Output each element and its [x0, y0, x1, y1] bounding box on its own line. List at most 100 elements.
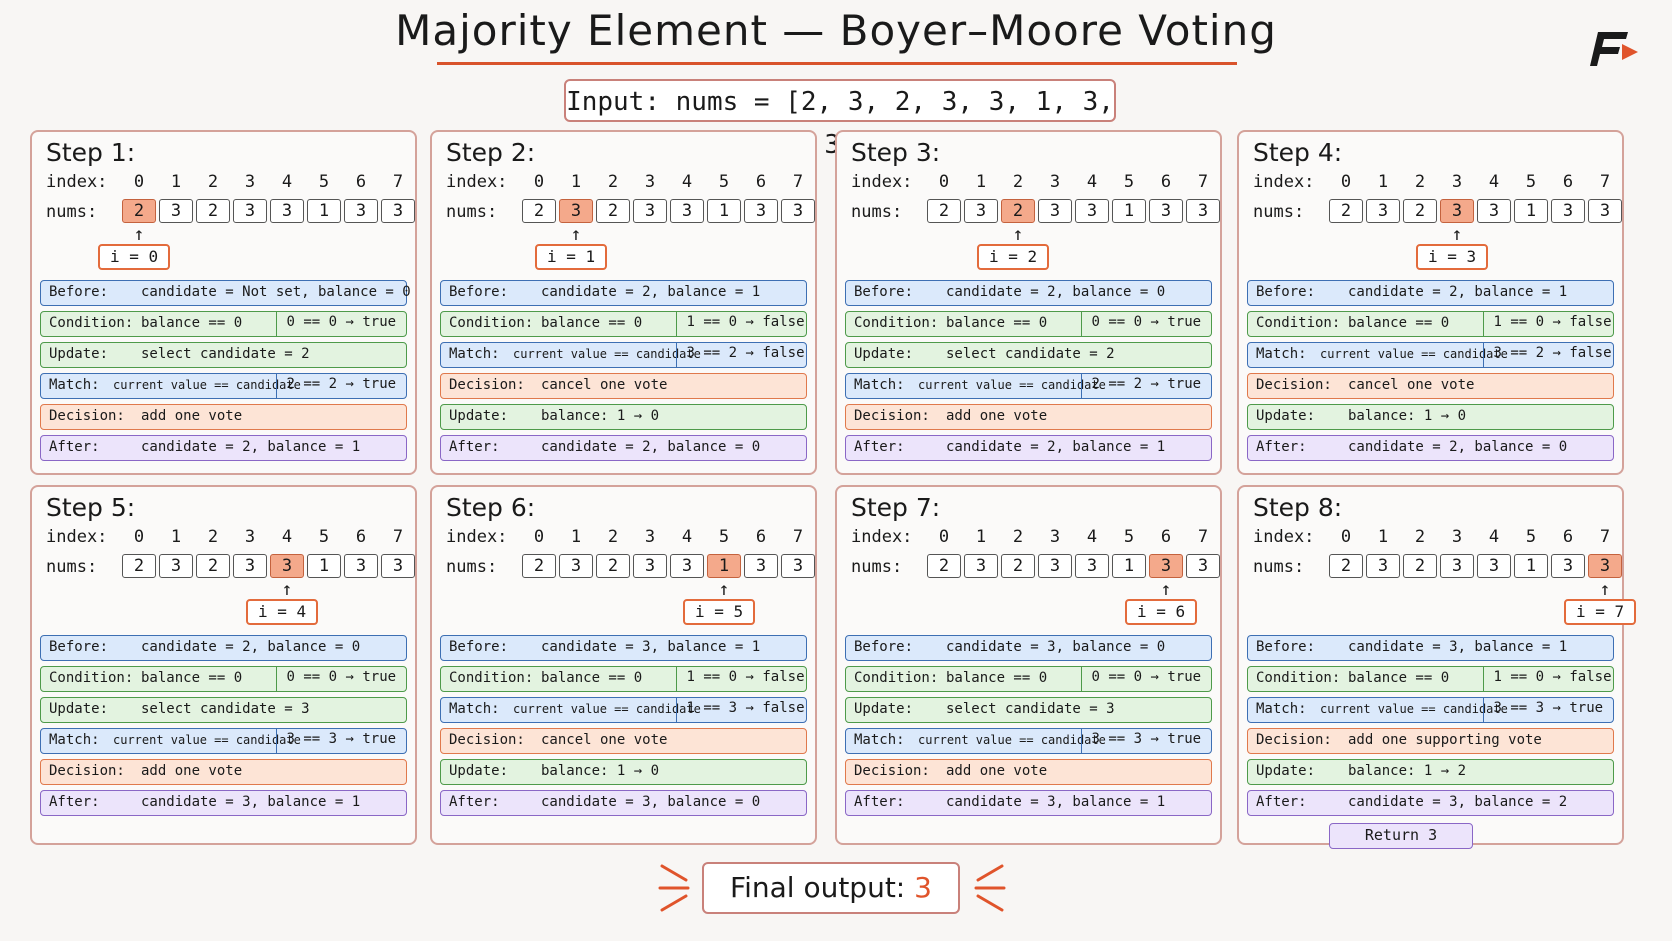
row-result: 1 == 0 → false [675, 310, 808, 337]
array-cell: 3 [1440, 554, 1474, 578]
row-key: Decision: [854, 408, 930, 424]
step-row-before: Before: candidate = 3, balance = 0 [845, 635, 1212, 661]
index-value: 6 [755, 172, 767, 192]
row-value: current value == candidate [1320, 702, 1508, 716]
array-cell: 2 [596, 554, 630, 578]
index-value: 4 [1086, 172, 1098, 192]
row-value: select candidate = 3 [946, 701, 1115, 717]
step-row-before: Before: candidate = 2, balance = 1 [440, 280, 807, 306]
row-result: 0 == 0 → true [1080, 310, 1213, 337]
index-value: 1 [1377, 527, 1389, 547]
array-cell: 3 [744, 554, 778, 578]
row-value: candidate = 3, balance = 1 [1348, 639, 1568, 655]
row-value: select candidate = 2 [141, 346, 310, 362]
step-title: Step 2: [446, 138, 536, 167]
row-value: balance: 1 → 2 [1348, 763, 1467, 779]
index-value: 1 [975, 172, 987, 192]
array-cell: 3 [1551, 199, 1585, 223]
index-value: 3 [244, 527, 256, 547]
step-row-decision: Decision: add one vote [40, 404, 407, 430]
step-row-match: Match: current value == candidate 1 == 3 →… [440, 696, 808, 723]
row-key: After: [1256, 439, 1307, 455]
step-row-condition: Condition: balance == 0 1 == 0 → false [1247, 665, 1614, 692]
index-value: 6 [1160, 172, 1172, 192]
step-title: Step 7: [851, 493, 941, 522]
step-row-before: Before: candidate = 3, balance = 1 [1247, 635, 1614, 661]
array-cell: 3 [1366, 554, 1400, 578]
array-cell: 2 [596, 199, 630, 223]
array-cell: 3 [781, 199, 815, 223]
row-value: balance == 0 [1348, 670, 1450, 686]
step-row-match: Match: current value == candidate 3 == 2 →… [440, 341, 808, 368]
index-pointer: i = 5 [683, 599, 756, 625]
index-value: 5 [1123, 172, 1135, 192]
final-output: Final output: 3 [702, 862, 960, 914]
array-cell: 3 [1588, 199, 1622, 223]
row-result: 2 == 2 → true [275, 372, 408, 399]
page-title: Majority Element — Boyer–Moore Voting [395, 6, 1277, 55]
row-value: current value == candidate [513, 347, 701, 361]
row-result: 1 == 0 → false [1482, 310, 1615, 337]
step-row-before: Before: candidate = 2, balance = 1 [1247, 280, 1614, 306]
array-cell: 2 [1329, 554, 1363, 578]
spark-right-icon [974, 864, 1006, 912]
nums-label: nums: [851, 557, 903, 577]
array-cell: 3 [1477, 554, 1511, 578]
array-cell: 2 [1329, 199, 1363, 223]
index-value: 0 [1340, 172, 1352, 192]
row-key: After: [49, 794, 100, 810]
step-row-after: After: candidate = 3, balance = 0 [440, 790, 807, 816]
index-pointer: i = 0 [98, 244, 171, 270]
row-value: candidate = 2, balance = 0 [946, 284, 1166, 300]
step-row-decision: Decision: add one vote [40, 759, 407, 785]
index-label: index: [446, 172, 508, 192]
row-key: Condition: [49, 670, 134, 686]
array-cell: 2 [522, 554, 556, 578]
row-result: 2 == 2 → true [1080, 372, 1213, 399]
step-row-update: Update: balance: 1 → 0 [1247, 404, 1614, 430]
nums-label: nums: [446, 557, 498, 577]
step-row-decision: Decision: add one vote [845, 759, 1212, 785]
step-row-decision: Decision: add one supporting vote [1247, 728, 1614, 754]
array-cell: 3 [670, 554, 704, 578]
index-pointer: i = 7 [1564, 599, 1637, 625]
row-key: Update: [449, 408, 509, 424]
array-cell: 3 [559, 199, 593, 223]
step-row-update: Update: balance: 1 → 0 [440, 404, 807, 430]
nums-label: nums: [446, 202, 498, 222]
index-value: 6 [755, 527, 767, 547]
step-row-update: Update: select candidate = 2 [845, 342, 1212, 368]
step-title: Step 6: [446, 493, 536, 522]
row-value: current value == candidate [1320, 347, 1508, 361]
index-value: 5 [1123, 527, 1135, 547]
step-row-before: Before: candidate = Not set, balance = 0 [40, 280, 411, 306]
index-value: 0 [938, 527, 950, 547]
row-key: After: [449, 439, 500, 455]
index-value: 1 [1377, 172, 1389, 192]
step-title: Step 4: [1253, 138, 1343, 167]
row-result: 1 == 0 → false [675, 665, 808, 692]
step-row-decision: Decision: cancel one vote [1247, 373, 1614, 399]
row-value: balance == 0 [141, 670, 243, 686]
row-key: Before: [449, 639, 509, 655]
nums-label: nums: [46, 557, 98, 577]
step-row-decision: Decision: cancel one vote [440, 728, 807, 754]
row-value: candidate = 2, balance = 0 [1348, 439, 1568, 455]
index-value: 5 [318, 172, 330, 192]
index-pointer: i = 4 [246, 599, 319, 625]
step-card-3: Step 3: index: nums: 0 2 1 3 2 2 3 3 4 3 5 1 6 3 7 3 ↑ i = 2… [835, 130, 1222, 475]
row-value: candidate = 2, balance = 1 [541, 284, 761, 300]
row-result: 3 == 3 → true [1482, 696, 1615, 723]
array-cell: 3 [1477, 199, 1511, 223]
row-result: 1 == 3 → false [675, 696, 808, 723]
row-value: add one vote [946, 763, 1048, 779]
row-key: Update: [49, 346, 109, 362]
row-result: 3 == 2 → false [675, 341, 808, 368]
array-cell: 2 [122, 554, 156, 578]
row-value: cancel one vote [1348, 377, 1475, 393]
index-value: 3 [1049, 172, 1061, 192]
row-key: Match: [854, 732, 905, 748]
index-value: 5 [1525, 172, 1537, 192]
step-row-before: Before: candidate = 3, balance = 1 [440, 635, 807, 661]
row-key: Match: [49, 732, 100, 748]
